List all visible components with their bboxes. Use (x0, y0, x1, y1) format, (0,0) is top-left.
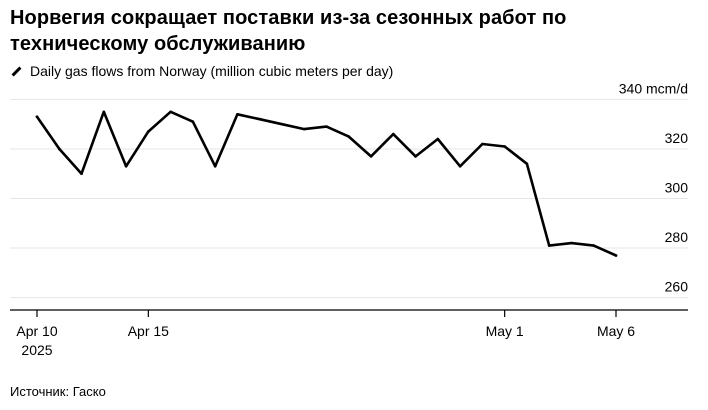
x-tick-sublabel: 2025 (21, 342, 52, 358)
y-tick-label: 320 (665, 130, 689, 146)
data-point (80, 172, 83, 176)
x-tick-label: Apr 15 (128, 323, 169, 339)
legend: Daily gas flows from Norway (million cub… (10, 62, 393, 80)
data-point (35, 115, 39, 119)
data-point (325, 125, 328, 128)
series-line (35, 110, 618, 257)
data-point (57, 147, 61, 151)
data-point (503, 145, 506, 148)
data-point (280, 122, 284, 126)
data-point (169, 110, 172, 114)
data-point (436, 137, 440, 141)
chart-title: Норвегия сокращает поставки из-за сезонн… (10, 7, 567, 55)
data-point (191, 120, 195, 123)
data-point (302, 127, 306, 131)
data-point (369, 155, 373, 158)
data-point (525, 162, 529, 166)
y-tick-label: 340 mcm/d (619, 80, 688, 96)
x-tick-label: May 1 (486, 323, 524, 339)
source-note: Источник: Гаско (10, 384, 106, 399)
data-point (392, 132, 395, 136)
data-point (102, 110, 106, 114)
data-point (481, 142, 484, 146)
y-tick-label: 300 (665, 180, 689, 196)
data-point (147, 130, 150, 133)
y-tick-label: 280 (665, 229, 689, 245)
legend-label: Daily gas flows from Norway (million cub… (30, 63, 394, 79)
data-point (547, 244, 551, 247)
data-point (458, 164, 462, 168)
data-point (570, 241, 573, 245)
data-point (213, 164, 217, 168)
x-tick-label: May 6 (597, 323, 635, 339)
y-tick-label: 260 (665, 279, 689, 295)
data-point (124, 164, 128, 168)
data-point (236, 112, 239, 116)
data-point (258, 117, 261, 121)
data-point (414, 155, 417, 158)
data-point (347, 135, 351, 138)
x-tick-label: Apr 10 (16, 323, 57, 339)
data-point (614, 254, 618, 257)
data-point (592, 244, 596, 247)
